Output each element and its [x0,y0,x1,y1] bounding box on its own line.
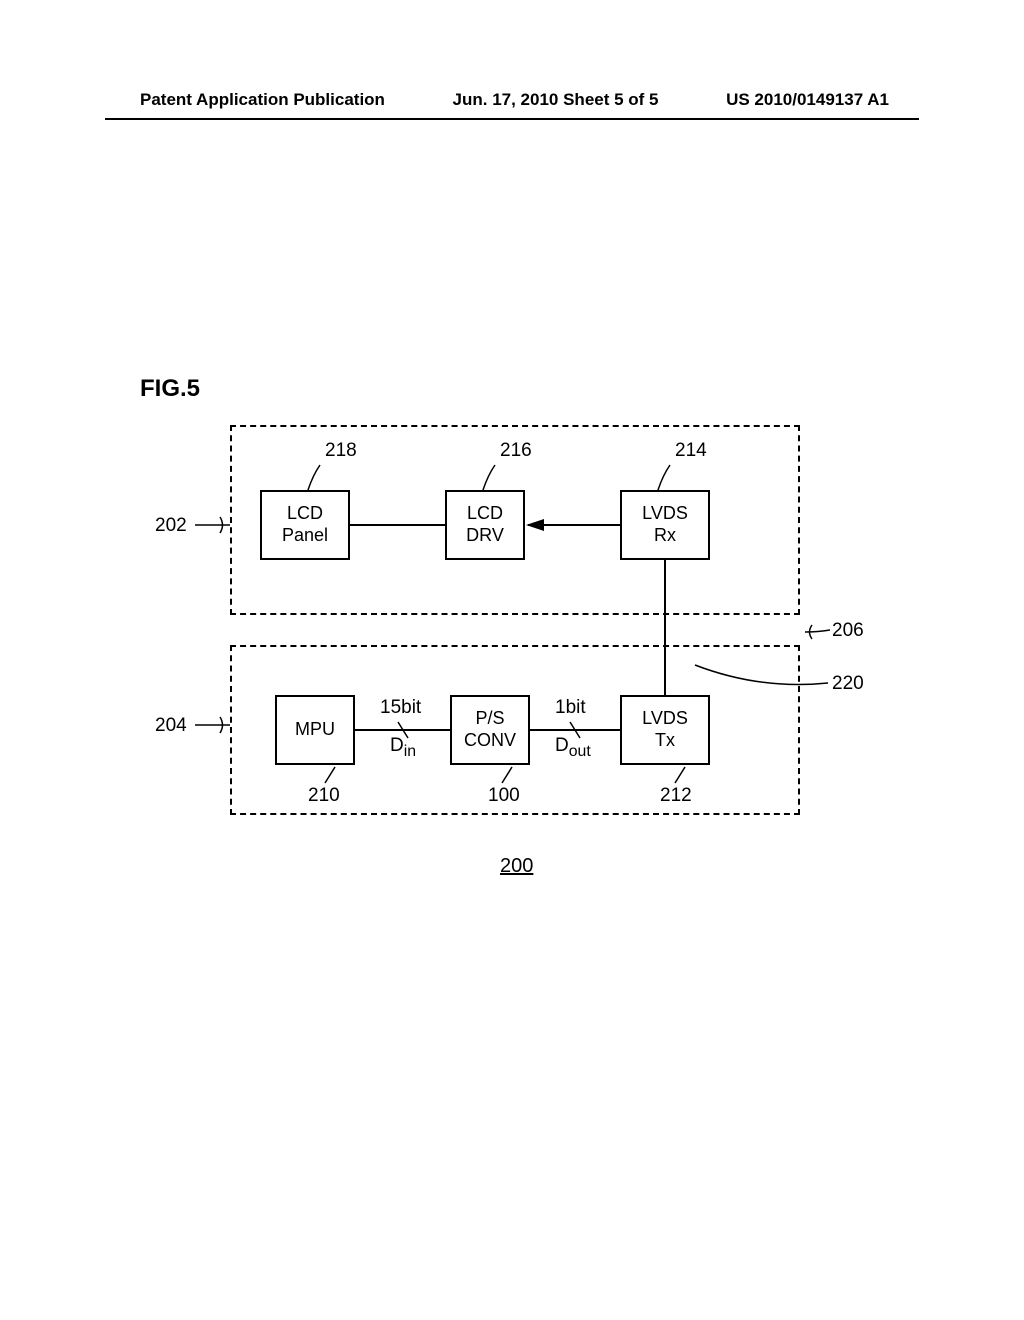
block-lvds-tx: LVDS Tx [620,695,710,765]
block-lvds-tx-text: LVDS Tx [642,708,688,751]
header-right: US 2010/0149137 A1 [726,90,889,110]
ref-206: 206 [832,620,864,642]
label-din: Din [390,735,416,761]
block-lcd-panel-text: LCD Panel [282,503,328,546]
page-header: Patent Application Publication Jun. 17, … [0,90,1024,110]
ref-202: 202 [155,515,187,537]
label-15bit: 15bit [380,697,421,719]
block-lcd-drv: LCD DRV [445,490,525,560]
system-ref-200: 200 [500,855,533,878]
label-dout: Dout [555,735,591,761]
figure-label: FIG.5 [140,375,200,403]
block-mpu: MPU [275,695,355,765]
block-ps-conv-text: P/S CONV [464,708,516,751]
block-lvds-rx: LVDS Rx [620,490,710,560]
label-1bit: 1bit [555,697,586,719]
block-ps-conv: P/S CONV [450,695,530,765]
block-lcd-panel: LCD Panel [260,490,350,560]
ref-216: 216 [500,440,532,462]
header-center: Jun. 17, 2010 Sheet 5 of 5 [453,90,659,110]
block-lcd-drv-text: LCD DRV [466,503,504,546]
header-left: Patent Application Publication [140,90,385,110]
block-lvds-rx-text: LVDS Rx [642,503,688,546]
diagram: LCD Panel LCD DRV LVDS Rx MPU P/S CONV L… [140,425,830,885]
ref-210: 210 [308,785,340,807]
header-divider [105,118,919,120]
ref-212: 212 [660,785,692,807]
ref-220: 220 [832,673,864,695]
ref-214: 214 [675,440,707,462]
block-mpu-text: MPU [295,719,335,741]
ref-204: 204 [155,715,187,737]
ref-100: 100 [488,785,520,807]
ref-218: 218 [325,440,357,462]
